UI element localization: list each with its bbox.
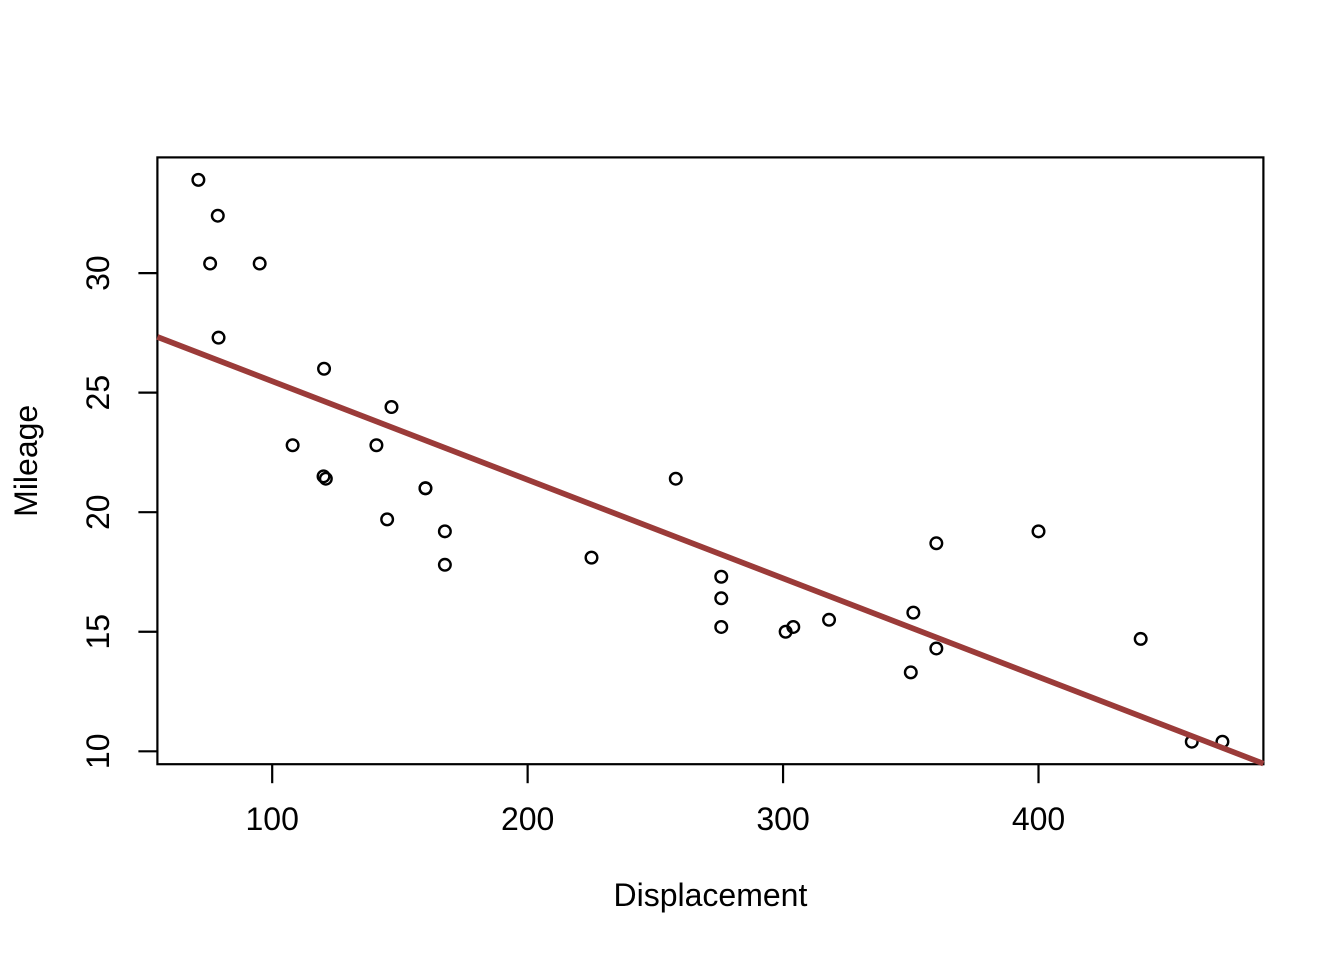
y-axis-tick-label: 15 (80, 614, 116, 650)
data-point (285, 438, 300, 453)
x-axis-tick-label: 300 (756, 801, 809, 837)
data-point (822, 612, 837, 627)
data-point (929, 536, 944, 551)
x-axis-tick-label: 100 (245, 801, 298, 837)
data-point (418, 481, 433, 496)
data-point (252, 256, 267, 271)
data-point (318, 471, 333, 486)
x-axis-tick-label: 400 (1012, 801, 1065, 837)
data-point (203, 256, 218, 271)
data-point (906, 605, 921, 620)
data-point (384, 400, 399, 415)
data-point (316, 469, 331, 484)
regression-line (156, 334, 1265, 767)
data-point (437, 524, 452, 539)
data-point (584, 550, 599, 565)
data-point (191, 172, 206, 187)
y-axis-tick-label: 20 (80, 494, 116, 530)
data-point (903, 665, 918, 680)
x-axis-title: Displacement (613, 877, 807, 913)
data-point (714, 591, 729, 606)
data-point (714, 619, 729, 634)
plot-box (156, 156, 1265, 766)
y-axis-tick-label: 30 (80, 255, 116, 291)
y-axis-tick-label: 10 (80, 733, 116, 769)
data-point (317, 361, 332, 376)
data-point (1031, 524, 1046, 539)
data-point (380, 512, 395, 527)
data-point (369, 438, 384, 453)
data-point (1133, 631, 1148, 646)
data-point (929, 641, 944, 656)
data-point (437, 557, 452, 572)
x-axis-tick-label: 200 (501, 801, 554, 837)
y-axis-title: Mileage (8, 405, 44, 517)
data-point (778, 624, 793, 639)
data-point (211, 330, 226, 345)
data-point (210, 208, 225, 223)
y-axis-tick-label: 25 (80, 375, 116, 411)
data-point (714, 569, 729, 584)
data-point (668, 471, 683, 486)
